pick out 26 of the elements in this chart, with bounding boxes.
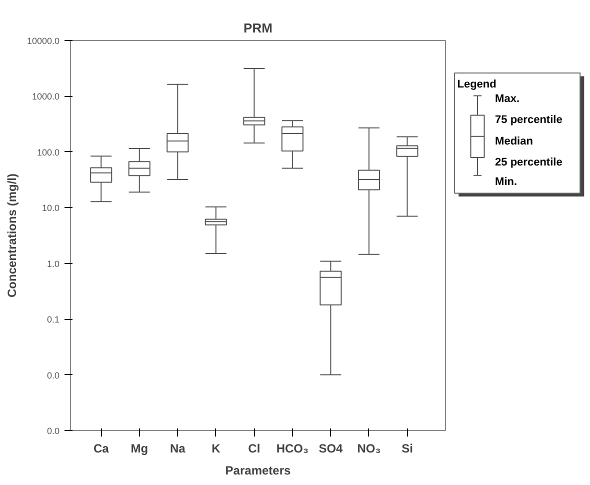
x-tick-label: NO₃ (357, 442, 381, 456)
y-tick-label: 0.0 (46, 370, 60, 380)
x-tick-label: Na (170, 442, 186, 456)
x-axis-title: Parameters (225, 464, 292, 478)
text: 25 percentile (495, 156, 562, 168)
text: Min. (495, 176, 518, 188)
y-tick-label: 0.1 (46, 314, 60, 325)
text: 75 percentile (495, 114, 562, 126)
y-axis-title: Concentrations (mg/l) (4, 173, 19, 298)
y-tick-label: 1000.0 (32, 92, 60, 102)
y-tick-label: 10.0 (42, 203, 60, 214)
legend-title: Legend (457, 78, 496, 90)
x-tick-label: Si (402, 442, 413, 456)
x-tick-label: HCO₃ (276, 442, 309, 456)
text: Median (495, 135, 534, 148)
y-tick-label: 1.0 (46, 258, 60, 269)
y-tick-label: 10000.0 (26, 36, 60, 46)
chart-title: PRM (244, 20, 272, 36)
y-tick-label: 0.0 (46, 426, 60, 436)
x-tick-label: Mg (130, 442, 148, 456)
x-tick-label: SO4 (318, 442, 344, 456)
text: Max. (495, 93, 520, 105)
x-tick-label: Ca (93, 442, 110, 456)
x-tick-label: K (212, 442, 221, 456)
y-tick-label: 100.0 (36, 147, 60, 158)
x-tick-label: Cl (248, 442, 260, 456)
